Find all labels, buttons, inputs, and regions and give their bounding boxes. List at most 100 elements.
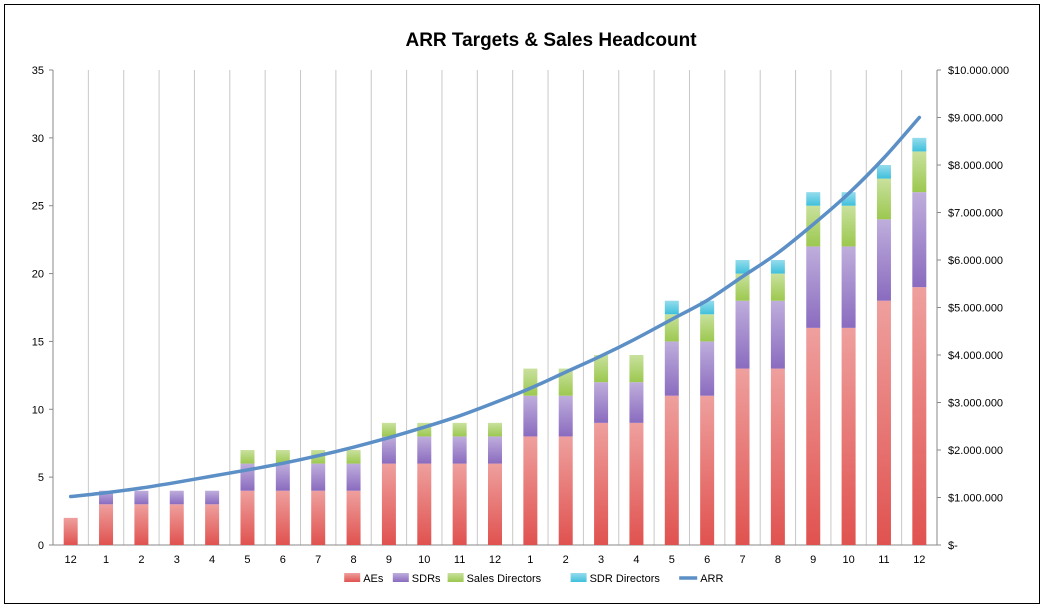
left-tick-label: 25 bbox=[32, 201, 44, 213]
x-tick-label: 11 bbox=[454, 554, 465, 566]
bar-sdrs bbox=[841, 246, 856, 328]
bar-sdrs bbox=[452, 436, 467, 464]
bar-aes bbox=[876, 300, 891, 545]
bar-aes bbox=[346, 490, 361, 545]
bar-sdrs bbox=[275, 463, 290, 491]
legend-swatch-aes bbox=[344, 573, 361, 582]
legend-label: ARR bbox=[700, 573, 723, 585]
right-tick-label: $2.000.000 bbox=[948, 445, 1003, 457]
arr-line-series bbox=[68, 115, 922, 499]
tick-labels: 05101520253035$-$1.000.000$2.000.000$3.0… bbox=[32, 65, 1009, 566]
bar-sdrs bbox=[311, 463, 326, 491]
bar-aes bbox=[912, 287, 927, 545]
bar-sales-directors bbox=[912, 151, 927, 193]
left-tick-label: 10 bbox=[32, 404, 44, 416]
bar-sdrs bbox=[735, 300, 750, 369]
bar-sdrs bbox=[523, 395, 538, 437]
left-tick-label: 15 bbox=[32, 336, 44, 348]
legend-label: SDR Directors bbox=[590, 573, 661, 585]
x-tick-label: 10 bbox=[418, 554, 430, 566]
x-tick-label: 3 bbox=[598, 554, 604, 566]
bar-sales-directors bbox=[770, 273, 785, 301]
bar-aes bbox=[558, 436, 573, 545]
left-tick-label: 35 bbox=[32, 65, 44, 77]
bar-aes bbox=[205, 504, 220, 545]
legend-label: AEs bbox=[363, 573, 384, 585]
legend-swatch-sales-directors bbox=[447, 573, 464, 582]
bar-sdr-directors bbox=[876, 165, 891, 179]
bar-sdrs bbox=[912, 192, 927, 288]
x-tick-label: 8 bbox=[775, 554, 781, 566]
bar-sdrs bbox=[558, 395, 573, 437]
bar-aes bbox=[275, 490, 290, 545]
x-tick-label: 6 bbox=[704, 554, 710, 566]
x-tick-label: 5 bbox=[669, 554, 675, 566]
bar-aes bbox=[169, 504, 184, 545]
bar-aes bbox=[806, 327, 821, 545]
x-tick-label: 7 bbox=[315, 554, 321, 566]
bar-aes bbox=[240, 490, 255, 545]
bar-sdrs bbox=[876, 219, 891, 301]
bar-sdrs bbox=[488, 436, 502, 464]
bar-sdrs bbox=[346, 463, 361, 491]
bar-sales-directors bbox=[381, 422, 396, 437]
bar-aes bbox=[594, 422, 609, 545]
bar-aes bbox=[99, 504, 114, 545]
bar-sales-directors bbox=[876, 178, 891, 220]
x-tick-label: 9 bbox=[810, 554, 816, 566]
bar-aes bbox=[735, 368, 750, 545]
x-tick-label: 9 bbox=[386, 554, 392, 566]
x-tick-label: 8 bbox=[350, 554, 356, 566]
bar-aes bbox=[381, 463, 396, 545]
bar-aes bbox=[417, 463, 432, 545]
legend-swatch-sdrs bbox=[392, 573, 409, 582]
bar-sdrs bbox=[417, 436, 432, 464]
left-tick-label: 0 bbox=[38, 540, 44, 552]
bar-series bbox=[63, 137, 927, 545]
bar-sdr-directors bbox=[912, 137, 927, 152]
x-tick-label: 1 bbox=[527, 554, 533, 566]
right-tick-label: $4.000.000 bbox=[948, 350, 1003, 362]
bar-sdr-directors bbox=[806, 192, 821, 206]
x-tick-label: 2 bbox=[138, 554, 144, 566]
legend: AEs SDRs Sales Directors SDR Directors ARR bbox=[344, 573, 723, 585]
bar-sdrs bbox=[770, 300, 785, 369]
x-tick-label: 12 bbox=[489, 554, 501, 566]
right-tick-label: $6.000.000 bbox=[948, 255, 1003, 267]
x-tick-label: 11 bbox=[878, 554, 889, 566]
x-tick-label: 1 bbox=[103, 554, 109, 566]
bar-sales-directors bbox=[240, 450, 255, 464]
bar-sales-directors bbox=[275, 450, 290, 464]
bar-sdrs bbox=[205, 490, 220, 505]
bar-sdrs bbox=[629, 382, 644, 423]
bar-sdrs bbox=[700, 341, 715, 396]
bar-aes bbox=[700, 395, 715, 545]
x-tick-label: 12 bbox=[913, 554, 925, 566]
bar-aes bbox=[311, 490, 326, 545]
right-tick-label: $5.000.000 bbox=[948, 303, 1003, 315]
chart-canvas: ARR Targets & Sales Headcount 0510152025… bbox=[32, 30, 1009, 585]
x-tick-label: 10 bbox=[842, 554, 854, 566]
legend-swatch-sdr-directors bbox=[570, 573, 587, 582]
x-tick-label: 7 bbox=[739, 554, 745, 566]
left-tick-label: 30 bbox=[32, 133, 44, 145]
chart-title: ARR Targets & Sales Headcount bbox=[405, 30, 697, 51]
right-tick-label: $1.000.000 bbox=[948, 493, 1003, 505]
bar-sales-directors bbox=[594, 355, 609, 383]
x-tick-label: 6 bbox=[280, 554, 286, 566]
x-tick-label: 5 bbox=[244, 554, 250, 566]
arr-line bbox=[68, 115, 922, 499]
bar-sales-directors bbox=[452, 422, 467, 437]
x-tick-label: 2 bbox=[563, 554, 569, 566]
bar-sdrs bbox=[169, 490, 184, 505]
legend-label: SDRs bbox=[412, 573, 441, 585]
bar-sdrs bbox=[806, 246, 821, 328]
x-tick-label: 4 bbox=[633, 554, 639, 566]
grid-lines bbox=[87, 70, 903, 545]
bar-aes bbox=[770, 368, 785, 545]
bar-sales-directors bbox=[700, 314, 715, 342]
right-tick-label: $- bbox=[948, 540, 958, 552]
legend-label: Sales Directors bbox=[467, 573, 542, 585]
x-tick-label: 3 bbox=[174, 554, 180, 566]
bar-sdrs bbox=[594, 382, 609, 423]
